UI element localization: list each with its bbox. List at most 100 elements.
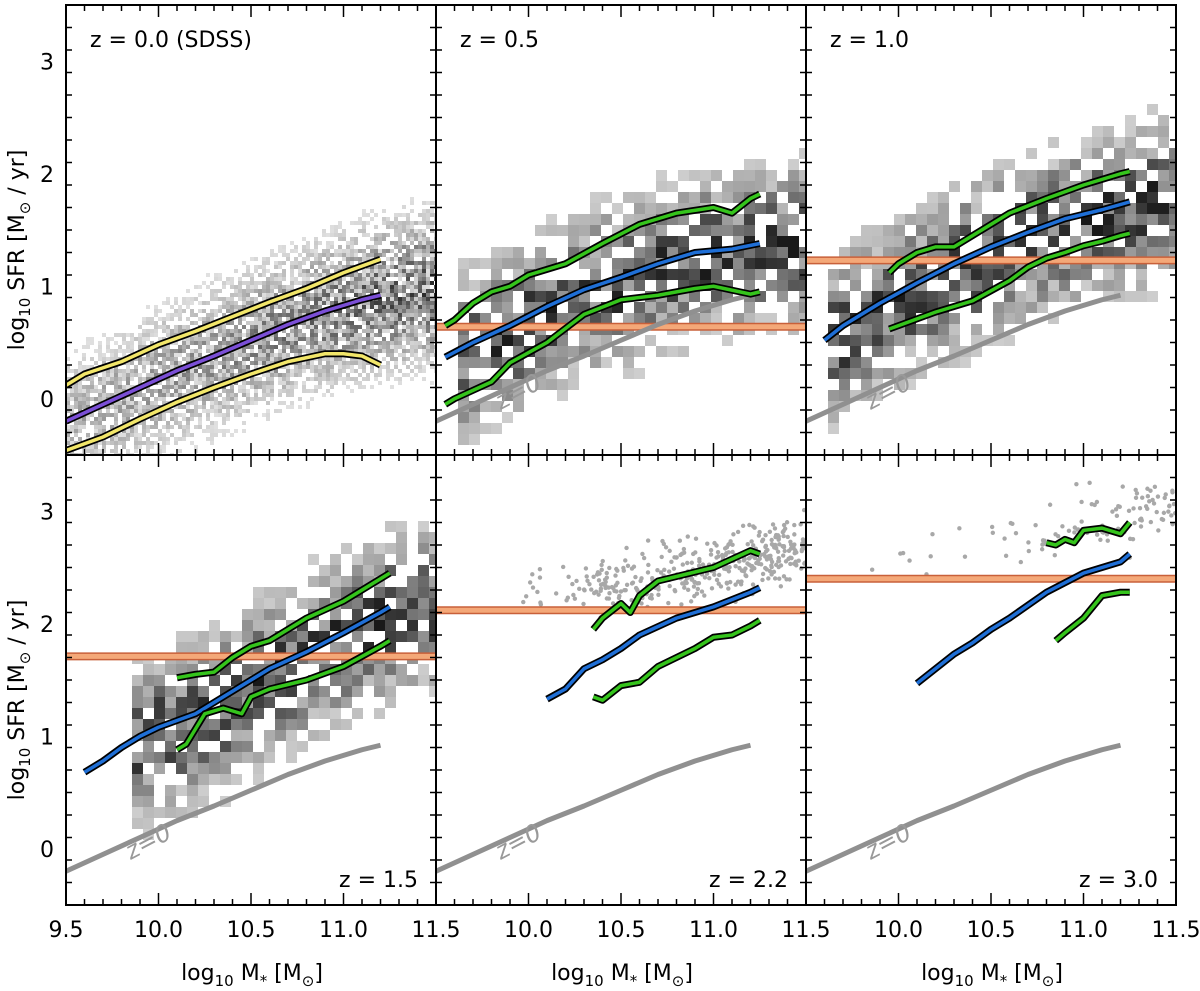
density-cell [234, 405, 238, 409]
density-cell [406, 365, 410, 369]
scatter-point [763, 532, 768, 538]
density-cell [590, 313, 601, 324]
density-cell [839, 379, 850, 390]
density-cell [330, 225, 334, 229]
density-cell [788, 214, 799, 225]
density-cell [253, 752, 264, 763]
density-cell [1125, 148, 1136, 159]
density-cell [86, 337, 90, 341]
density-cell [334, 233, 338, 237]
density-cell [270, 321, 274, 325]
scatter-point [730, 549, 735, 555]
density-cell [126, 369, 130, 373]
density-cell [214, 325, 218, 329]
density-cell [82, 393, 86, 397]
density-cell [406, 273, 410, 277]
density-cell [278, 249, 282, 253]
density-cell [143, 664, 154, 675]
z0-reference-line [806, 292, 1122, 424]
density-cell [524, 280, 535, 291]
scatter-point [585, 578, 590, 584]
density-cell [302, 361, 306, 365]
density-cell [306, 305, 310, 309]
density-cell [354, 257, 358, 261]
scatter-point [681, 546, 687, 552]
density-cell [114, 445, 118, 449]
density-cell [209, 752, 220, 763]
density-cell [210, 329, 214, 333]
density-cell [342, 313, 346, 317]
density-cell [722, 335, 733, 346]
density-cell [322, 329, 326, 333]
density-cell [469, 379, 480, 390]
density-cell [142, 365, 146, 369]
density-cell [222, 369, 226, 373]
density-cell [350, 349, 354, 353]
density-cell [146, 437, 150, 441]
density-cell [370, 369, 374, 373]
density-cell [982, 181, 993, 192]
density-cell [290, 369, 294, 373]
density-cell [274, 373, 278, 377]
scatter-point [1079, 519, 1084, 524]
density-cell [94, 445, 98, 449]
density-cell [398, 265, 402, 269]
density-cell [138, 333, 142, 337]
density-cell [158, 429, 162, 433]
density-cell [330, 313, 334, 317]
density-cell [993, 181, 1004, 192]
density-cell [398, 249, 402, 253]
density-cell [198, 417, 202, 421]
density-cell [254, 325, 258, 329]
density-cell [927, 225, 938, 236]
density-cell [66, 405, 70, 409]
density-cell [142, 409, 146, 413]
density-cell [422, 229, 426, 233]
density-cell [306, 257, 310, 261]
density-cell [114, 349, 118, 353]
density-cell [469, 357, 480, 368]
density-cell [1004, 280, 1015, 291]
density-cell [282, 301, 286, 305]
scatter-point [1074, 481, 1079, 487]
density-cell [314, 321, 318, 325]
density-cell [363, 565, 374, 576]
density-cell [98, 377, 102, 381]
density-cell [394, 213, 398, 217]
scatter-point [1110, 509, 1115, 514]
density-cell [579, 258, 590, 269]
density-cell [366, 373, 370, 377]
density-cell [1147, 104, 1158, 115]
density-cell [949, 236, 960, 247]
density-cell [134, 337, 138, 341]
density-cell [861, 225, 872, 236]
density-cell [850, 335, 861, 346]
density-cell [250, 397, 254, 401]
density-cell [993, 313, 1004, 324]
density-cell [262, 389, 266, 393]
scatter-point [1026, 548, 1032, 554]
density-cell [386, 281, 390, 285]
density-cell [916, 368, 927, 379]
density-cell [568, 236, 579, 247]
density-cell [430, 265, 434, 269]
density-cell [198, 405, 202, 409]
scatter-point [691, 584, 697, 589]
panel-redshift-label: z = 2.2 [709, 868, 788, 893]
density-cell [178, 413, 182, 417]
density-cell [266, 361, 270, 365]
density-cell [422, 277, 426, 281]
scatter-point [907, 558, 912, 563]
series-median-line [444, 241, 761, 359]
density-cell [362, 233, 366, 237]
density-cell [755, 181, 766, 192]
density-cell [154, 425, 158, 429]
density-cell [326, 249, 330, 253]
density-cell [402, 257, 406, 261]
density-cell [1125, 247, 1136, 258]
density-cell [146, 405, 150, 409]
density-cell [278, 289, 282, 293]
density-cell [612, 302, 623, 313]
density-cell [916, 302, 927, 313]
density-cell [254, 301, 258, 305]
